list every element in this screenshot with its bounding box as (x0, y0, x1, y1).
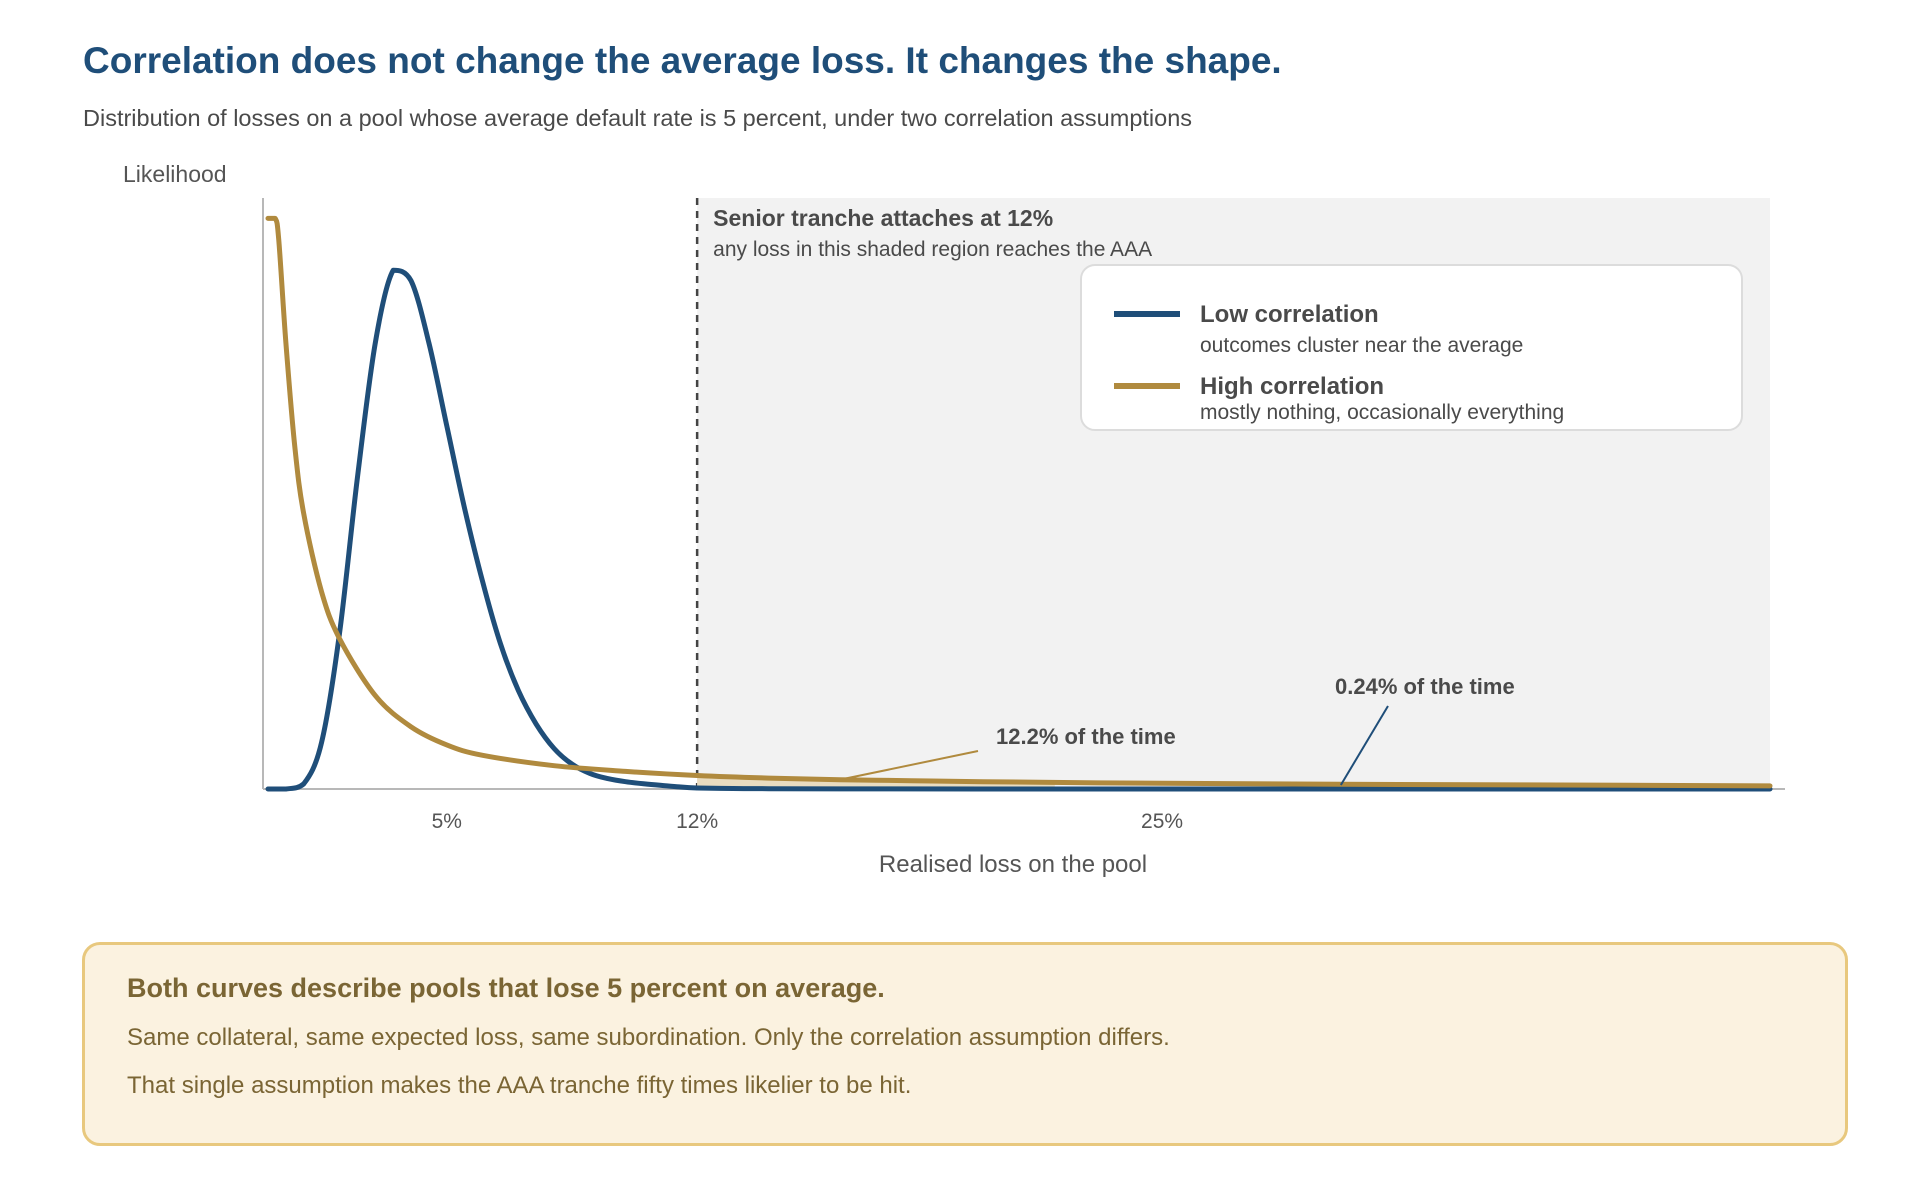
y-axis-label: Likelihood (123, 161, 227, 187)
key-takeaway-callout: Both curves describe pools that lose 5 p… (82, 942, 1848, 1146)
callout-heading: Both curves describe pools that lose 5 p… (127, 973, 885, 1003)
callout-line-1: Same collateral, same expected loss, sam… (127, 1024, 1170, 1051)
legend: Low correlation outcomes cluster near th… (1080, 264, 1743, 431)
annotation-leader-low (1339, 705, 1389, 786)
annotation-low-correlation: 0.24% of the time (1335, 674, 1515, 699)
threshold-label: Senior tranche attaches at 12% (713, 205, 1053, 231)
legend-label-low-correlation: Low correlation (1200, 301, 1379, 328)
callout-line-2: That single assumption makes the AAA tra… (127, 1072, 912, 1099)
legend-label-high-correlation: High correlation (1200, 373, 1384, 400)
legend-box (1080, 264, 1743, 431)
x-tick-label: 5% (432, 810, 462, 833)
chart-title: Correlation does not change the average … (83, 40, 1282, 81)
loss-distribution-chart: Senior tranche attaches at 12% any loss … (123, 161, 1785, 878)
chart-subtitle: Distribution of losses on a pool whose a… (83, 105, 1193, 131)
legend-note-high-correlation: mostly nothing, occasionally everything (1200, 401, 1564, 424)
series-line-high-correlation (265, 215, 1773, 789)
series-line-low-correlation (265, 267, 1773, 792)
x-tick-label: 25% (1141, 810, 1183, 833)
x-axis-label: Realised loss on the pool (879, 851, 1147, 878)
legend-note-low-correlation: outcomes cluster near the average (1200, 334, 1523, 357)
annotation-leader-high (839, 750, 979, 781)
annotation-high-correlation: 12.2% of the time (996, 724, 1176, 749)
x-tick-label: 12% (676, 810, 718, 833)
threshold-sublabel: any loss in this shaded region reaches t… (713, 238, 1152, 261)
